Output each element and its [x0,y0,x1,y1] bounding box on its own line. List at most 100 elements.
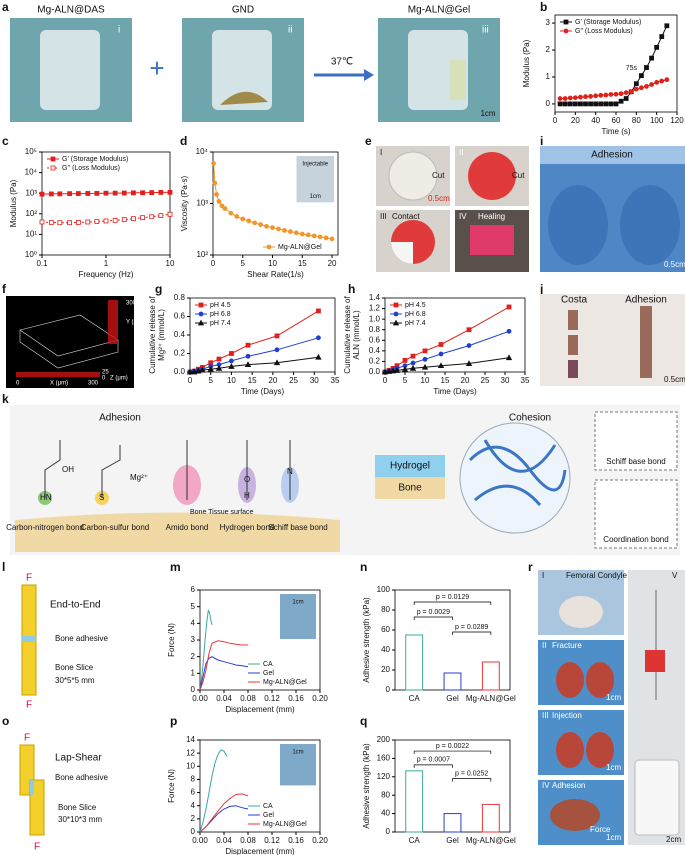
y-axis-label: Force (N) [167,769,176,803]
legend-label: Mg-ALN@Gel [263,821,307,828]
x-tick-label: 10 [227,376,236,385]
y-axis-label: Modulus (Pa) [522,39,531,87]
data-point [190,368,198,375]
x-tick-label: 15 [298,259,307,268]
p-value: p = 0.0007 [417,757,450,764]
x-tick-label: Mg-ALN@Gel [466,836,516,845]
size-label: 30*10*3 mm [58,815,102,824]
y-tick-label: 1 [546,72,551,81]
data-point [603,101,609,107]
disc [388,151,438,201]
adhesive [22,636,36,642]
x-tick-label: 100 [650,116,664,125]
data-point [316,308,321,314]
photo-title: Adhesion [625,295,667,306]
bone [640,306,652,378]
data-point [583,101,588,107]
data-point [506,328,512,334]
panel-letter: n [360,560,367,574]
x-tick-label: 0.12 [264,694,280,703]
data-point [158,213,164,218]
data-point [465,360,473,366]
axis-min: 0 [16,381,20,387]
caption: Contact [392,212,420,221]
x-tick-label: 0.04 [216,694,232,703]
data-point [103,218,109,224]
bar [405,634,424,691]
data-point [557,96,563,101]
x-projection [16,372,100,377]
data-point [588,93,593,99]
panel-a: Mg-ALN@DAS GND Mg-ALN@Gel i ii iii + 37℃… [10,5,500,122]
panel-e: I II III IV Cut Cut Contact Healing 0.5c… [376,146,529,272]
data-point [149,214,155,220]
bone [556,732,584,768]
significance-bracket [413,601,492,605]
x-axis-label: Shear Rate(1/s) [247,270,304,279]
legend-label: CA [263,803,273,810]
y-axis-label: Mg²⁺ (mmol/L) [157,309,166,361]
bond-label: Hydrogen bond [220,523,275,532]
y-tick-label: 120 [377,772,391,781]
legend-marker [266,244,272,250]
panel-k: Adhesion HN OH S Mg²⁺ O H N Carbon-nitro… [6,405,680,555]
scale-bar-label: 2cm [666,835,681,844]
legend-label: G" (Loss Modulus) [575,28,633,35]
x-tick-label: 15 [441,376,450,385]
y-tick-label: 0.6 [174,312,186,321]
legend-marker [563,19,569,25]
data-point [466,327,472,333]
layer [375,477,445,499]
p-value: p = 0.0129 [436,594,469,601]
panel-letter: m [170,560,181,574]
box-outline [19,330,119,369]
x-axis-label: Time (s) [601,127,630,136]
data-point [572,95,578,101]
photo-title: Adhesion [591,150,633,161]
y-tick-label: 14 [186,735,195,744]
data-point [216,356,222,362]
legend-marker [197,319,205,326]
data-point [207,365,214,372]
layer-label: Hydrogel [390,461,430,472]
significance-bracket [452,778,492,782]
data-point [421,363,429,370]
data-point [57,191,63,197]
legend-marker [393,302,399,308]
numeral: iii [482,25,489,36]
arrow-head [364,69,374,81]
y-tick-label: 60 [381,625,390,634]
data-point [644,65,649,70]
condition: 37℃ [331,57,353,68]
caption: Healing [478,212,505,221]
panel-f: 300 Y (μm) 25 0 Z (μm) 0 X (μm) 300 [6,296,144,388]
x-tick-label: 0 [383,376,388,385]
p-value: p = 0.0029 [417,609,450,616]
inset-label: Injectable [302,162,328,168]
panel-letter: p [170,714,177,728]
plot-frame [199,739,321,833]
data-point [613,91,619,97]
x-tick-label: 0 [211,259,216,268]
legend-label: pH 4.5 [210,302,231,309]
y-tick-label: 10⁵ [25,147,37,156]
data-point [381,368,389,375]
y-tick-label: 4 [191,618,196,627]
series-line [199,805,249,833]
section-title: Cohesion [509,413,551,424]
y-tick-label: 160 [377,754,391,763]
data-point [215,364,223,371]
y-axis-label: Viscosity (Pa·s) [180,175,189,231]
data-point [246,218,252,224]
caption: Fracture [552,641,582,650]
data-point [567,95,573,101]
x-tick-label: 25 [481,376,490,385]
inset-photo [280,594,316,639]
legend-label: Gel [263,812,274,819]
y-tick-label: 10¹ [25,230,37,239]
data-point [270,225,275,231]
legend-marker [50,165,56,171]
data-point [311,233,317,239]
data-point [613,101,619,107]
y-tick-label: 0 [386,685,391,694]
